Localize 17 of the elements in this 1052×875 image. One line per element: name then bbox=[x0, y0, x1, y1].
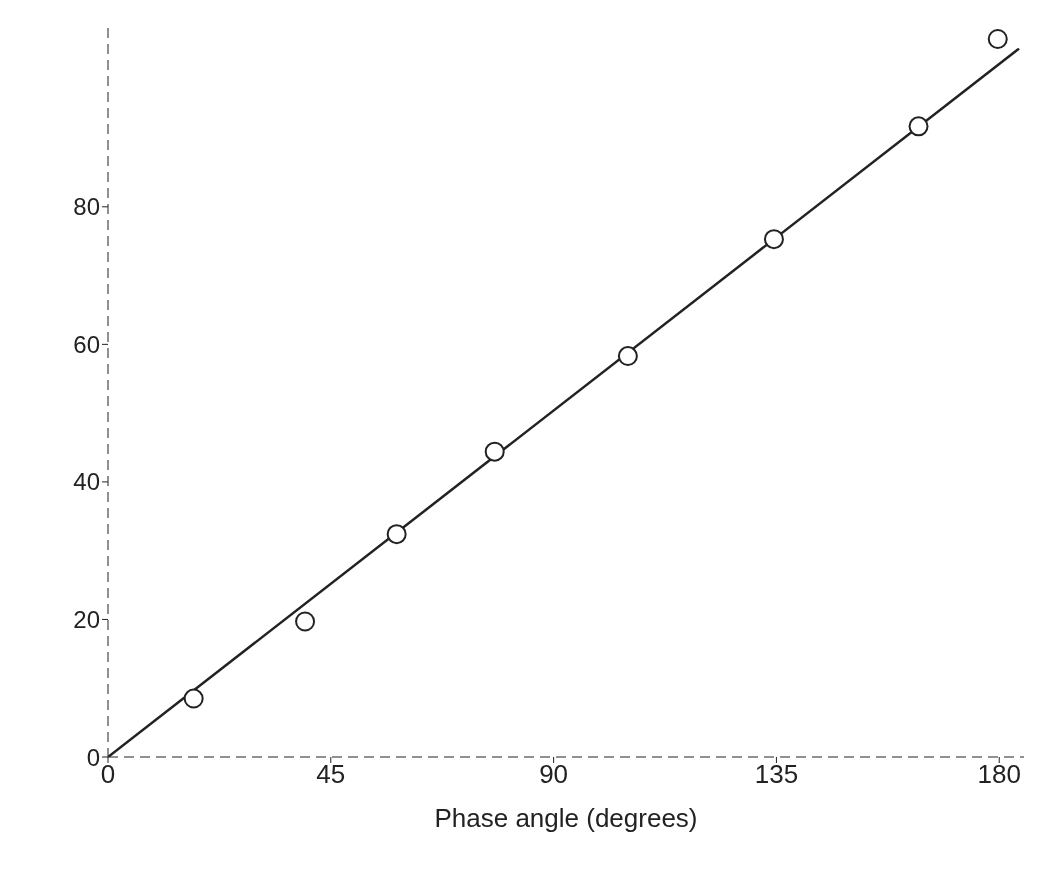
point bbox=[617, 346, 638, 367]
point bbox=[183, 688, 204, 709]
x-tick-label: 45 bbox=[316, 759, 346, 790]
point bbox=[295, 611, 316, 632]
point bbox=[484, 441, 505, 462]
y-tick-label: 40 bbox=[73, 468, 100, 496]
y-tick-label: 20 bbox=[73, 605, 100, 633]
x-axis-title: Phase angle (degrees) bbox=[434, 803, 698, 833]
point bbox=[386, 524, 407, 545]
x-tick-label: 135 bbox=[754, 759, 799, 790]
x-tick-label: 90 bbox=[539, 759, 569, 790]
x-tick-label: 180 bbox=[977, 759, 1021, 790]
point bbox=[908, 116, 929, 137]
point bbox=[763, 229, 784, 250]
y-tick-label: 80 bbox=[73, 193, 100, 221]
point bbox=[987, 29, 1008, 49]
y-tick-label: 60 bbox=[73, 330, 100, 358]
